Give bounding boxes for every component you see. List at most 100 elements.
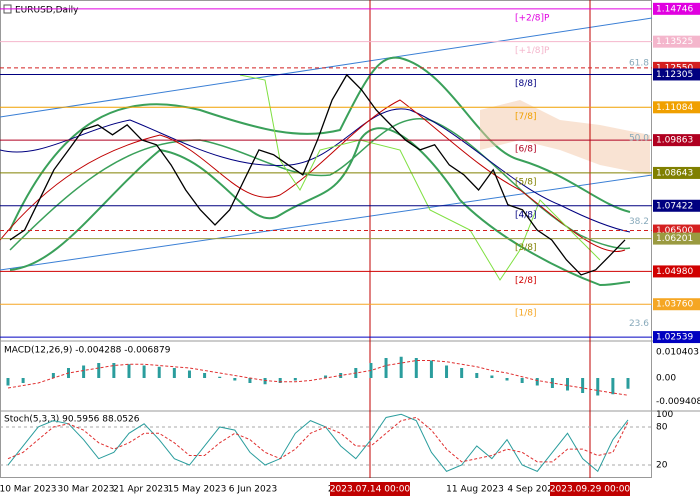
macd-bar bbox=[490, 375, 494, 378]
macd-bar bbox=[505, 378, 509, 381]
price-box bbox=[653, 134, 700, 147]
price-label: 1.11084 bbox=[656, 103, 693, 113]
date-label: 15 May 2023 bbox=[168, 485, 227, 495]
price-box bbox=[653, 2, 700, 15]
price-label: 1.09863 bbox=[656, 136, 693, 146]
stoch-tick-label: 80 bbox=[656, 422, 668, 432]
window-title: EURUSD,Daily bbox=[15, 6, 79, 16]
price-box bbox=[653, 298, 700, 311]
murrey-label: [+1/8]P bbox=[515, 46, 550, 56]
price-box bbox=[653, 331, 700, 344]
price-label: 1.06201 bbox=[656, 234, 693, 244]
price-box bbox=[653, 101, 700, 114]
price-box bbox=[653, 166, 700, 179]
macd-bar bbox=[520, 378, 524, 383]
macd-bar bbox=[233, 378, 237, 381]
price-label: 1.06500 bbox=[656, 226, 693, 236]
date-label: 6 Jun 2023 bbox=[229, 485, 277, 495]
murrey-label: [+2/8]P bbox=[515, 13, 550, 23]
macd-bar bbox=[324, 375, 328, 378]
date-label: 11 Aug 2023 bbox=[446, 485, 504, 495]
channel-line bbox=[0, 174, 653, 271]
macd-bar bbox=[384, 358, 388, 378]
macd-bar bbox=[611, 378, 615, 395]
stoch-tick-label: 100 bbox=[656, 410, 673, 420]
price-label: 1.14746 bbox=[656, 4, 693, 14]
macd-bar bbox=[142, 365, 146, 378]
macd-bar bbox=[218, 376, 222, 378]
date-label: 10 Mar 2023 bbox=[0, 485, 57, 495]
price-box bbox=[653, 61, 700, 74]
price-box bbox=[653, 68, 700, 81]
murrey-label: [6/8] bbox=[515, 145, 537, 155]
macd-bar bbox=[112, 363, 116, 378]
moving-average bbox=[0, 99, 626, 252]
price-label: 1.04980 bbox=[656, 267, 693, 277]
macd-bar bbox=[187, 370, 191, 378]
macd-tick-label: -0.009408 bbox=[656, 397, 700, 407]
date-label: 4 Sep 2023 bbox=[507, 485, 558, 495]
macd-bar bbox=[263, 378, 267, 385]
macd-bar bbox=[399, 356, 403, 378]
price-label: 1.07422 bbox=[656, 201, 693, 211]
macd-bar bbox=[475, 373, 479, 378]
murrey-label: [7/8] bbox=[515, 112, 537, 122]
macd-bar bbox=[626, 378, 630, 389]
macd-bar bbox=[581, 378, 585, 393]
macd-bar bbox=[127, 364, 131, 378]
price-label: 1.08643 bbox=[656, 168, 693, 178]
cursor-label: 2023.09.29 00:00 bbox=[550, 485, 631, 495]
macd-signal bbox=[7, 360, 629, 396]
price-label: 1.02539 bbox=[656, 333, 693, 343]
cursor-label: 2023.07.14 00:00 bbox=[330, 485, 411, 495]
fib-label: 61.8 bbox=[629, 58, 649, 68]
price-box bbox=[653, 199, 700, 212]
date-label: 30 Mar 2023 bbox=[57, 485, 114, 495]
price-line bbox=[9, 73, 626, 276]
stoch-tick-label: 20 bbox=[656, 461, 668, 471]
macd-bar bbox=[566, 378, 570, 391]
macd-bar bbox=[97, 363, 101, 378]
macd-bar bbox=[157, 366, 161, 378]
murrey-label: [8/8] bbox=[515, 79, 537, 89]
date-label: 21 Apr 2023 bbox=[113, 485, 169, 495]
murrey-label: [5/8] bbox=[515, 177, 537, 187]
murrey-label: [3/8] bbox=[515, 243, 537, 253]
murrey-label: [1/8] bbox=[515, 309, 537, 319]
fib-label: 50.0 bbox=[629, 134, 649, 144]
stoch-line bbox=[7, 416, 629, 463]
ichimoku-cloud bbox=[480, 100, 650, 175]
price-box bbox=[653, 232, 700, 245]
macd-bar bbox=[248, 378, 252, 383]
macd-bar bbox=[51, 373, 55, 378]
macd-tick-label: 0.00 bbox=[656, 374, 676, 384]
macd-bar bbox=[293, 378, 297, 381]
price-box bbox=[653, 265, 700, 278]
moving-average bbox=[0, 108, 631, 233]
cursor-box bbox=[550, 482, 630, 496]
macd-bar bbox=[203, 373, 207, 378]
macd-bar bbox=[278, 378, 282, 383]
price-box bbox=[653, 35, 700, 48]
macd-bar bbox=[596, 378, 600, 396]
fib-label: 23.6 bbox=[629, 319, 649, 329]
price-label: 1.12305 bbox=[656, 70, 693, 80]
macd-bar bbox=[172, 368, 176, 378]
macd-bar bbox=[535, 378, 539, 386]
macd-bar bbox=[460, 368, 464, 378]
fib-label: 38.2 bbox=[629, 217, 649, 227]
macd-tick-label: 0.010403 bbox=[656, 347, 699, 357]
macd-bar bbox=[6, 378, 10, 386]
window-icon bbox=[3, 4, 12, 14]
bollinger-upper bbox=[9, 56, 631, 231]
stoch-title: Stoch(5,3,3) 90.5956 88.0526 bbox=[4, 415, 140, 425]
macd-bar bbox=[445, 365, 449, 378]
price-label: 1.13525 bbox=[656, 37, 693, 47]
macd-title: MACD(12,26,9) -0.004288 -0.006879 bbox=[4, 346, 171, 356]
stoch-line bbox=[7, 413, 629, 473]
macd-bar bbox=[82, 365, 86, 378]
price-label: 1.03760 bbox=[656, 300, 693, 310]
macd-bar bbox=[429, 360, 433, 378]
